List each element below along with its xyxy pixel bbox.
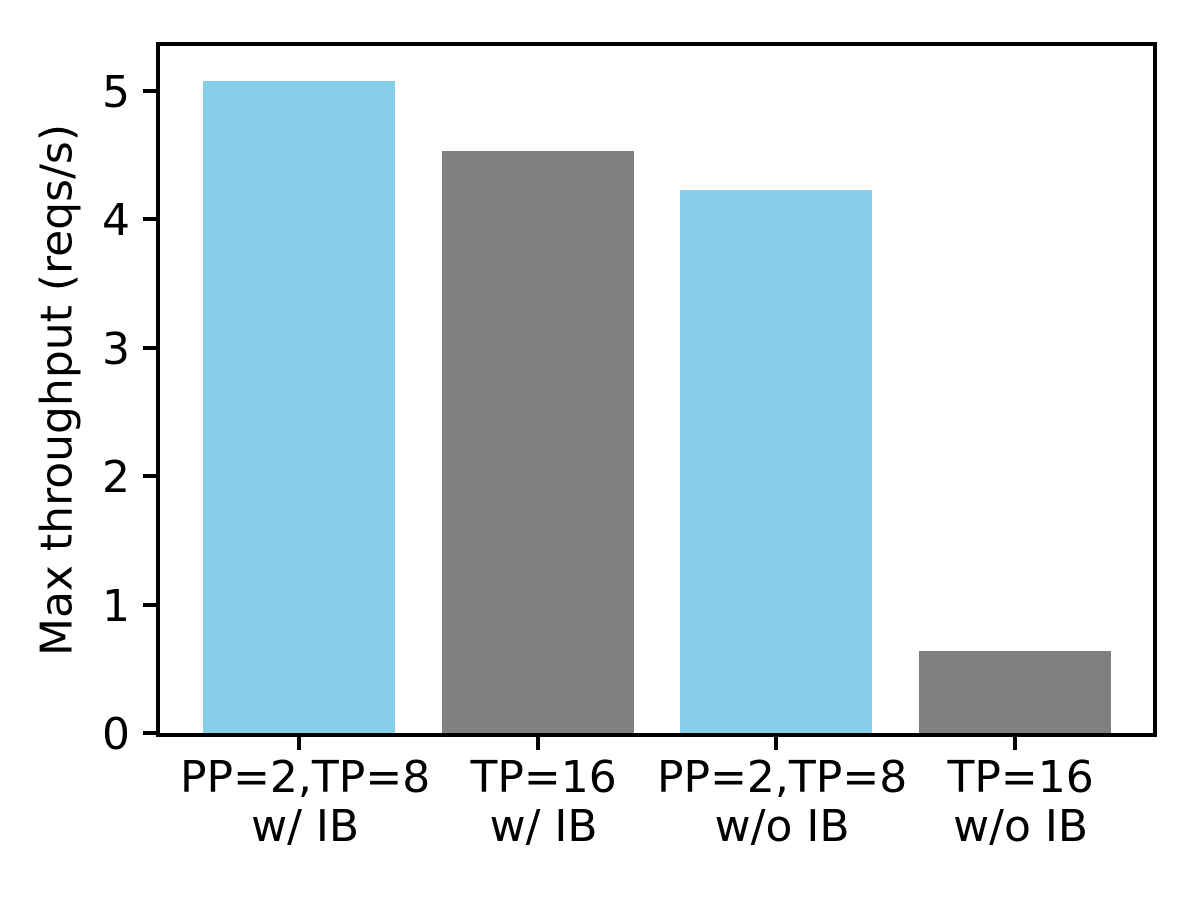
bar-slot <box>896 46 1135 750</box>
x-tick-label: TP=16 w/o IB <box>907 753 1134 851</box>
x-tick-label-line: w/ IB <box>489 801 598 852</box>
y-tick-label: 2 <box>102 452 130 504</box>
x-tick-label-line: PP=2,TP=8 <box>657 752 908 803</box>
x-tick-label-line: w/o IB <box>953 801 1089 852</box>
x-tick-mark <box>535 737 540 750</box>
bar <box>680 189 873 733</box>
y-tick-label: 3 <box>102 323 130 375</box>
x-tick-label: PP=2,TP=8 w/o IB <box>657 753 907 851</box>
x-tick-mark <box>297 737 302 750</box>
y-tick-label: 5 <box>102 66 130 118</box>
bar <box>441 151 634 733</box>
bar-slot <box>180 46 419 750</box>
y-tick-mark <box>143 345 156 350</box>
bar <box>203 80 396 733</box>
x-tick-mark <box>774 737 779 750</box>
x-tick-label-line: TP=16 <box>947 752 1094 803</box>
y-tick-mark <box>143 474 156 479</box>
y-tick-mark <box>143 88 156 93</box>
x-tick-label-line: PP=2,TP=8 <box>180 752 431 803</box>
y-axis: 0 1 2 3 4 5 <box>0 46 156 757</box>
y-tick-mark <box>143 731 156 735</box>
x-tick-label: PP=2,TP=8 w/ IB <box>180 753 430 851</box>
bar <box>918 650 1111 733</box>
bars-area <box>160 46 1153 750</box>
y-tick-mark <box>143 602 156 607</box>
y-tick-label: 4 <box>102 195 130 247</box>
y-tick-mark <box>143 217 156 222</box>
y-tick-label: 1 <box>102 580 130 632</box>
x-tick-label-line: TP=16 <box>470 752 617 803</box>
x-axis-labels: PP=2,TP=8 w/ IB TP=16 w/ IB PP=2,TP=8 w/o IB T… <box>160 753 1153 851</box>
x-tick-label: TP=16 w/ IB <box>430 753 657 851</box>
x-tick-label-line: w/ IB <box>251 801 360 852</box>
bar-slot <box>419 46 658 750</box>
x-tick-label-line: w/o IB <box>714 801 850 852</box>
plot-area <box>156 42 1157 750</box>
y-tick-label: 0 <box>102 709 130 760</box>
x-tick-mark <box>1012 737 1017 750</box>
bar-slot <box>657 46 896 750</box>
